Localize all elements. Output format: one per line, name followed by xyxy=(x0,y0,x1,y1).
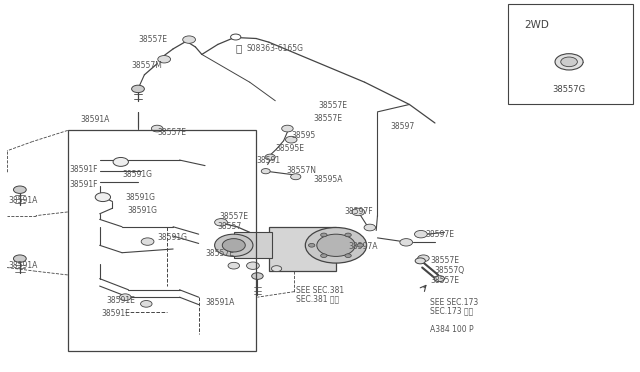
Circle shape xyxy=(285,137,297,143)
Circle shape xyxy=(308,243,315,247)
Circle shape xyxy=(435,276,445,282)
Circle shape xyxy=(345,233,351,237)
Text: 38557N: 38557N xyxy=(287,166,317,175)
Text: 38557G: 38557G xyxy=(552,85,586,94)
Text: 38591G: 38591G xyxy=(127,206,157,215)
Circle shape xyxy=(222,238,245,252)
Circle shape xyxy=(317,234,355,256)
Circle shape xyxy=(400,238,413,246)
Text: 38591A: 38591A xyxy=(205,298,234,307)
Circle shape xyxy=(252,273,263,279)
Text: 38557M: 38557M xyxy=(132,61,163,70)
Circle shape xyxy=(95,193,111,202)
Text: 38557E: 38557E xyxy=(431,276,460,285)
Circle shape xyxy=(158,55,171,63)
Text: SEC.173 参照: SEC.173 参照 xyxy=(430,307,473,315)
Text: 38557E: 38557E xyxy=(157,128,186,137)
Text: 38557Q: 38557Q xyxy=(435,266,465,275)
Text: 38595: 38595 xyxy=(292,131,316,141)
Bar xyxy=(234,232,272,258)
Circle shape xyxy=(305,228,367,263)
Circle shape xyxy=(230,34,241,40)
Text: 38597A: 38597A xyxy=(349,241,378,250)
Circle shape xyxy=(141,301,152,307)
Circle shape xyxy=(561,57,577,67)
Circle shape xyxy=(415,231,428,238)
Text: 38557E: 38557E xyxy=(219,212,248,221)
Text: 38557E: 38557E xyxy=(431,256,460,265)
Text: 38591G: 38591G xyxy=(125,193,156,202)
Circle shape xyxy=(291,174,301,180)
Text: SEC.381 参照: SEC.381 参照 xyxy=(296,295,339,304)
Text: 38591G: 38591G xyxy=(122,170,152,179)
Bar xyxy=(508,4,633,105)
Circle shape xyxy=(182,36,195,43)
Text: 38591A: 38591A xyxy=(81,115,110,124)
Text: 38597: 38597 xyxy=(390,122,415,131)
Circle shape xyxy=(357,243,364,247)
Text: SEE SEC.381: SEE SEC.381 xyxy=(296,286,344,295)
Circle shape xyxy=(418,255,429,262)
Circle shape xyxy=(364,224,376,231)
Circle shape xyxy=(271,266,282,272)
Text: 38557E: 38557E xyxy=(314,114,342,123)
Text: 38597E: 38597E xyxy=(426,230,454,240)
Text: 38591A: 38591A xyxy=(8,261,38,270)
Circle shape xyxy=(13,186,26,193)
Circle shape xyxy=(352,208,365,216)
Text: 38591F: 38591F xyxy=(70,165,98,174)
Circle shape xyxy=(265,154,275,160)
Circle shape xyxy=(228,262,239,269)
Circle shape xyxy=(345,254,351,257)
Text: 38591: 38591 xyxy=(256,155,280,164)
Text: 38591E: 38591E xyxy=(102,310,131,318)
Circle shape xyxy=(321,254,327,257)
Text: A384 100 P: A384 100 P xyxy=(430,325,474,334)
Text: 38557E: 38557E xyxy=(205,249,234,258)
Text: 38591G: 38591G xyxy=(157,233,187,243)
Circle shape xyxy=(261,169,270,174)
Circle shape xyxy=(120,294,131,301)
Text: 38591F: 38591F xyxy=(70,180,98,189)
Circle shape xyxy=(555,54,583,70)
Circle shape xyxy=(214,219,227,226)
Circle shape xyxy=(282,125,293,132)
Circle shape xyxy=(415,258,426,264)
Circle shape xyxy=(141,238,154,245)
Text: S08363-6165G: S08363-6165G xyxy=(246,44,303,53)
Circle shape xyxy=(13,255,26,262)
Text: 38591E: 38591E xyxy=(106,296,135,305)
Text: 38595E: 38595E xyxy=(275,144,304,153)
Text: 2WD: 2WD xyxy=(524,20,549,30)
Text: Ⓢ: Ⓢ xyxy=(235,44,241,54)
Text: SEE SEC.173: SEE SEC.173 xyxy=(430,298,478,307)
Text: 38591A: 38591A xyxy=(8,196,38,205)
Text: 38595A: 38595A xyxy=(314,175,343,184)
Circle shape xyxy=(321,233,327,237)
Bar xyxy=(269,227,336,271)
Circle shape xyxy=(214,234,253,256)
Text: 38597F: 38597F xyxy=(344,208,373,217)
Circle shape xyxy=(113,157,129,166)
Circle shape xyxy=(152,125,163,132)
Circle shape xyxy=(132,85,145,93)
Circle shape xyxy=(246,262,259,269)
Text: 38557E: 38557E xyxy=(138,35,167,44)
Text: 38557E: 38557E xyxy=(319,101,348,110)
Bar xyxy=(68,131,256,351)
Text: 38557: 38557 xyxy=(218,222,242,231)
